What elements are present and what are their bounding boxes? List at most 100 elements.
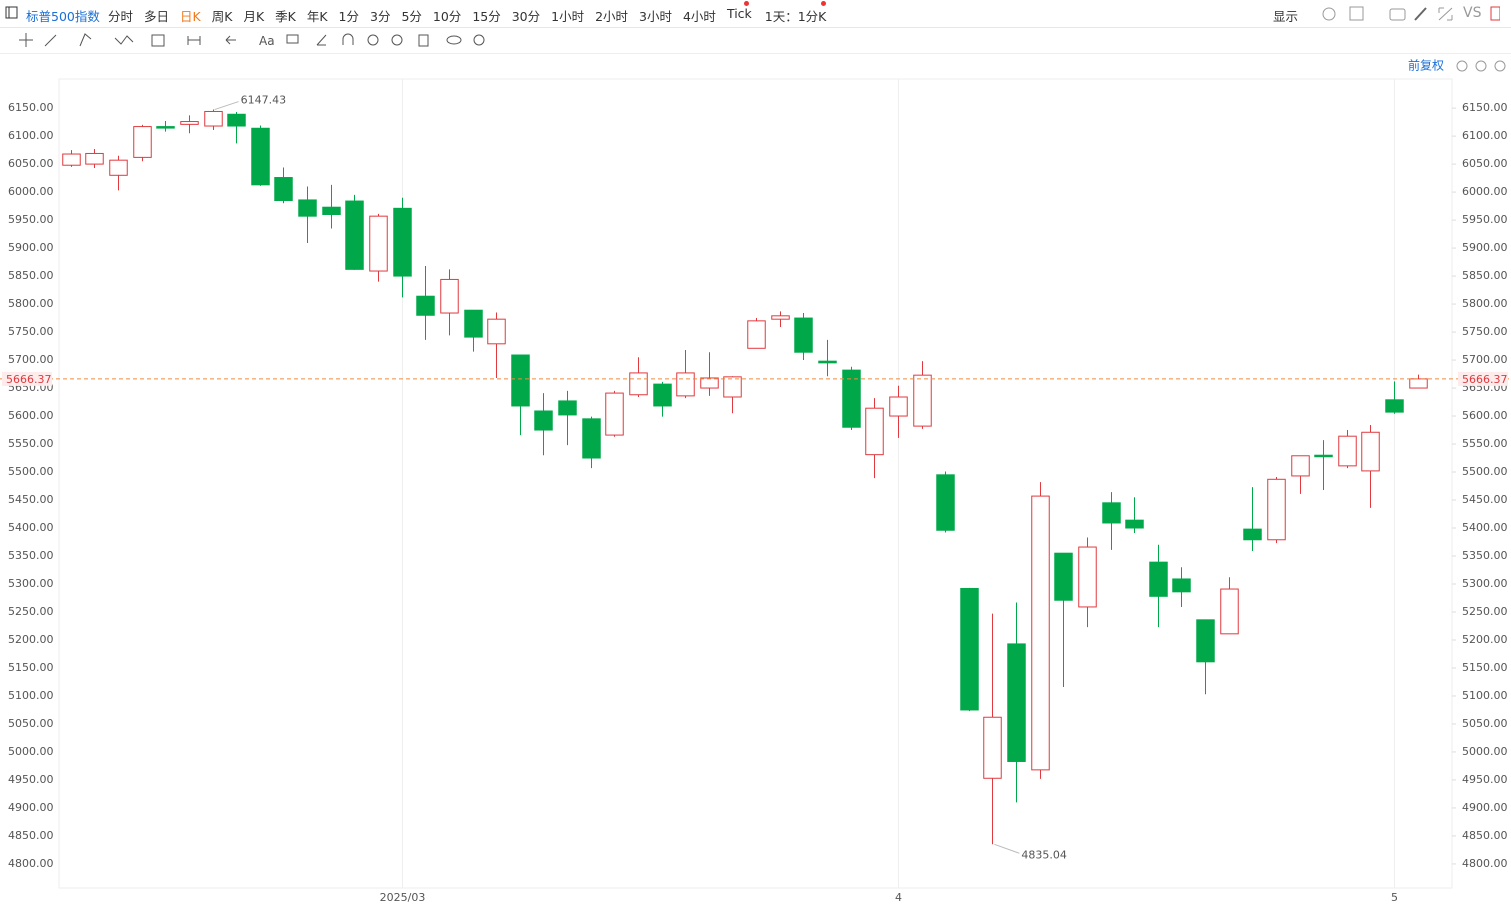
candle-body	[534, 410, 553, 431]
y-tick-label: 5500.00	[8, 465, 54, 478]
candle-body	[700, 377, 719, 389]
period-tab[interactable]: 多日	[144, 9, 170, 24]
y2-tick-label: 6100.00	[1462, 129, 1508, 142]
period-tab[interactable]: 分时	[108, 9, 134, 24]
y-tick-label: 5050.00	[8, 717, 54, 730]
period-tab[interactable]: 30分	[511, 9, 541, 24]
period-tab[interactable]: Tick	[726, 6, 752, 21]
badge-dot	[821, 1, 826, 6]
candle-body	[204, 110, 223, 127]
candle-body	[1267, 478, 1286, 541]
period-tab[interactable]: 季K	[275, 9, 296, 24]
drawing-tools[interactable]: Aa	[0, 28, 500, 53]
period-tab[interactable]: 周K	[211, 9, 233, 24]
period-tab[interactable]: 2小时	[595, 9, 629, 24]
candle-body	[298, 199, 317, 217]
candle-body	[558, 400, 577, 416]
candle-body	[440, 278, 459, 314]
adjust-mode[interactable]: 前复权	[1408, 58, 1444, 73]
candle-body	[345, 200, 364, 270]
period-tab[interactable]: 1小时	[551, 9, 585, 24]
y2-tick-label: 5000.00	[1462, 745, 1508, 758]
period-tab[interactable]: 日K	[180, 9, 201, 24]
period-tab[interactable]: 年K	[306, 9, 328, 24]
candle-body	[1031, 495, 1050, 771]
candle-body	[487, 318, 506, 345]
display-menu[interactable]: 显示	[1273, 9, 1299, 24]
candle-body	[1220, 588, 1239, 635]
candle-body	[85, 152, 104, 165]
period-tab[interactable]: 3分	[370, 9, 391, 24]
candle-body	[227, 113, 246, 127]
y-tick-label: 5450.00	[8, 493, 54, 506]
price-tag	[2, 371, 52, 386]
period-tab[interactable]: 3小时	[639, 9, 672, 24]
y-tick-label: 5400.00	[8, 521, 54, 534]
toolbar-icons[interactable]	[1320, 4, 1500, 24]
zoom-controls[interactable]	[1456, 60, 1506, 72]
y2-tick-label: 5150.00	[1462, 661, 1508, 674]
svg-text:Aa: Aa	[259, 34, 275, 48]
candle-body	[1196, 619, 1215, 663]
candle-body	[1125, 519, 1144, 529]
candle-body	[676, 372, 695, 397]
candle-body	[723, 376, 742, 398]
symbol-name[interactable]: 标普500指数	[26, 9, 100, 24]
y2-tick-label: 5550.00	[1462, 437, 1508, 450]
y2-tick-label: 5750.00	[1462, 325, 1508, 338]
candle-body	[1385, 399, 1404, 413]
candle-body	[1291, 455, 1310, 477]
candle-body	[109, 159, 128, 176]
high-pointer	[214, 101, 239, 111]
y-tick-label: 5100.00	[8, 689, 54, 702]
candle-body	[1078, 546, 1097, 608]
period-tab[interactable]: 10分	[432, 9, 462, 24]
plot-frame	[58, 78, 1453, 889]
candle-body	[180, 121, 199, 125]
y-tick-label: 5250.00	[8, 605, 54, 618]
y2-tick-label: 4900.00	[1462, 801, 1508, 814]
candle-body	[1361, 431, 1380, 472]
candle-body	[156, 126, 175, 129]
candle-body	[582, 418, 601, 459]
y-tick-label: 5900.00	[8, 241, 54, 254]
candle-body	[629, 372, 648, 396]
panel-icon[interactable]	[5, 6, 19, 20]
y-tick-label: 5850.00	[8, 269, 54, 282]
period-tab[interactable]: 5分	[401, 9, 422, 24]
y-tick-label: 4900.00	[8, 801, 54, 814]
compare-button[interactable]: VS	[1463, 5, 1482, 21]
y2-tick-label: 5900.00	[1462, 241, 1508, 254]
y-tick-label: 4850.00	[8, 829, 54, 842]
price-label: 5666.37	[6, 373, 52, 386]
candle-body	[1054, 552, 1073, 601]
y2-tick-label: 5950.00	[1462, 213, 1508, 226]
y-tick-label: 5800.00	[8, 297, 54, 310]
period-tab[interactable]: 月K	[243, 9, 265, 24]
y2-tick-label: 4850.00	[1462, 829, 1508, 842]
period-tab[interactable]: 15分	[472, 9, 501, 24]
y2-tick-label: 5800.00	[1462, 297, 1508, 310]
candle-body	[1149, 561, 1168, 597]
period-tab[interactable]: 1分	[338, 9, 359, 24]
candle-body	[274, 177, 293, 201]
y-tick-label: 5600.00	[8, 409, 54, 422]
top-toolbar: 标普500指数 显示 VS 分时 多日 日K 周K 月K 季K 年K 1分 3分 5分 10分 15分…	[0, 0, 1511, 28]
y2-tick-label: 5200.00	[1462, 633, 1508, 646]
x-tick-label: 2025/03	[380, 891, 426, 904]
range-select[interactable]: 1天：1分K	[764, 9, 827, 24]
y2-tick-label: 5350.00	[1462, 549, 1508, 562]
y-tick-label: 4950.00	[8, 773, 54, 786]
period-tab[interactable]: 4小时	[682, 9, 716, 24]
candle-body	[1172, 578, 1191, 593]
y-tick-label: 5750.00	[8, 325, 54, 338]
price-tag	[1458, 371, 1508, 386]
candle-body	[865, 407, 884, 456]
y2-tick-label: 6050.00	[1462, 157, 1508, 170]
y2-tick-label: 5100.00	[1462, 689, 1508, 702]
y-tick-label: 6050.00	[8, 157, 54, 170]
y2-tick-label: 6000.00	[1462, 185, 1508, 198]
candle-body	[747, 320, 766, 349]
